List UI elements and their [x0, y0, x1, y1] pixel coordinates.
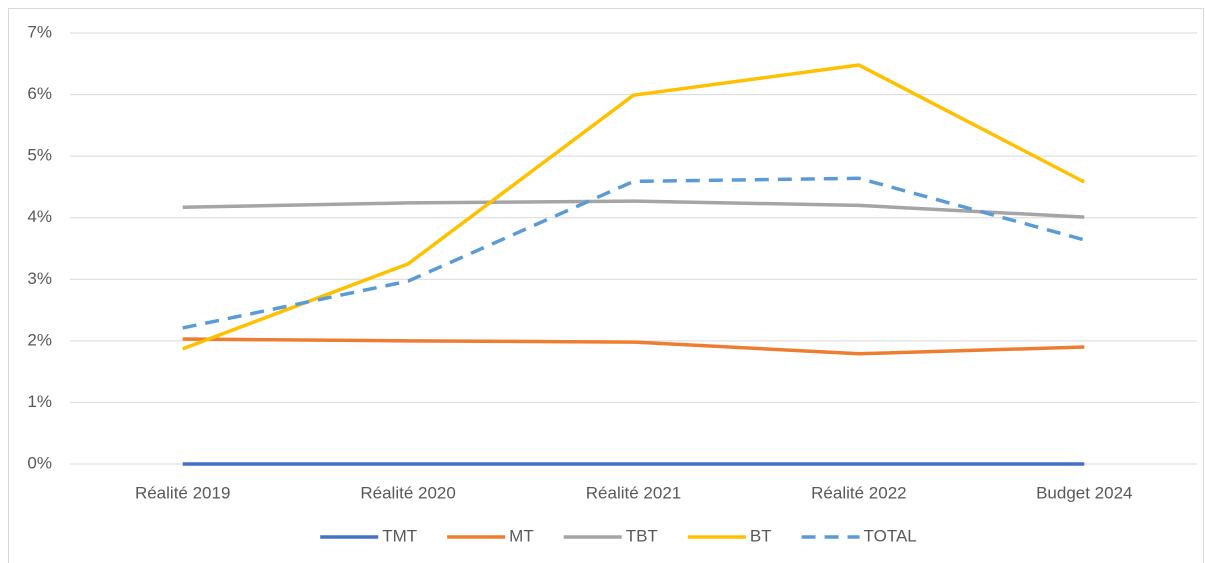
y-tick-label: 6%: [27, 84, 52, 103]
legend-label: MT: [509, 526, 534, 545]
legend-label: TOTAL: [864, 526, 917, 545]
x-tick-label: Réalité 2021: [586, 483, 681, 502]
y-tick-label: 0%: [27, 453, 52, 472]
series-line: [182, 199, 1085, 219]
series-line: [182, 63, 1086, 351]
y-tick-label: 2%: [27, 330, 52, 349]
x-tick-label: Réalité 2022: [811, 483, 906, 502]
chart-border: [8, 8, 1204, 563]
y-tick-label: 7%: [27, 22, 52, 41]
series-line: [182, 337, 1085, 356]
x-tick-label: Réalité 2019: [135, 483, 230, 502]
y-tick-label: 1%: [27, 392, 52, 411]
x-tick-label: Budget 2024: [1036, 483, 1132, 502]
legend-label: TMT: [382, 526, 417, 545]
legend-label: TBT: [626, 526, 658, 545]
x-tick-label: Réalité 2020: [360, 483, 455, 502]
y-tick-label: 4%: [27, 207, 52, 226]
y-tick-label: 5%: [27, 146, 52, 165]
legend-label: BT: [750, 526, 772, 545]
y-tick-label: 3%: [27, 269, 52, 288]
